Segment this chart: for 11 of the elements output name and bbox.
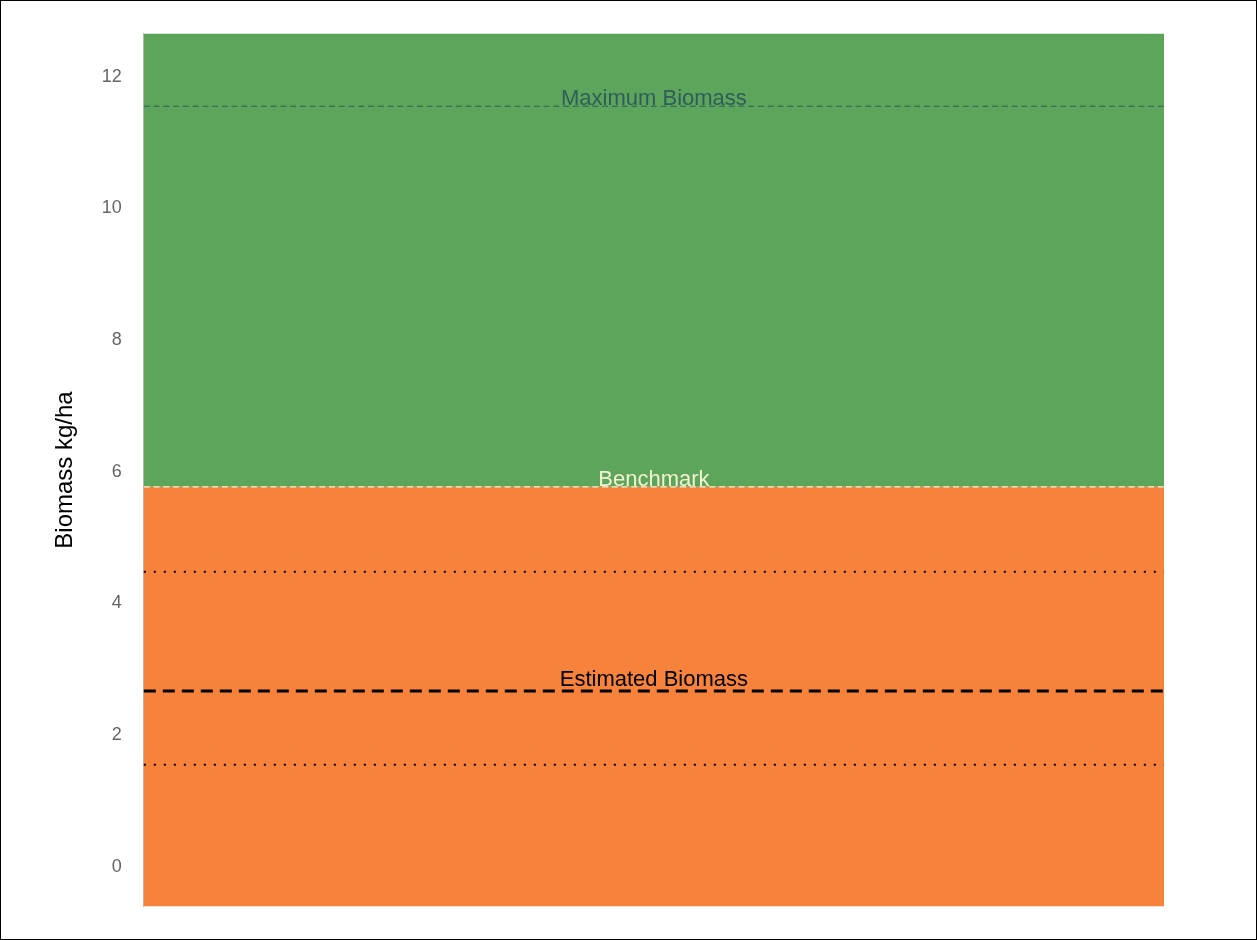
y-tick-label: 10 xyxy=(101,197,122,218)
y-tick-label: 0 xyxy=(111,855,122,876)
y-tick-label: 2 xyxy=(111,723,122,744)
y-tick-label: 8 xyxy=(111,328,122,349)
y-tick-label: 6 xyxy=(111,460,122,481)
ref-line-label: Estimated Biomass xyxy=(559,665,749,691)
y-axis-title: Biomass kg/ha xyxy=(50,390,78,549)
ref-line-label: Benchmark xyxy=(598,465,711,491)
y-tick-label: 4 xyxy=(111,592,122,613)
ref-line-label: Maximum Biomass xyxy=(561,85,747,111)
y-tick-label: 12 xyxy=(101,65,122,86)
